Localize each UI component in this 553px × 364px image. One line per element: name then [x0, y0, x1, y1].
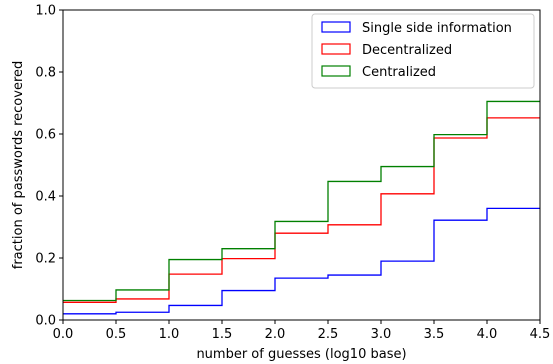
legend-label-1: Decentralized — [362, 43, 452, 58]
legend-label-0: Single side information — [362, 21, 512, 36]
x-tick-label: 4.0 — [477, 327, 498, 342]
series-line-2 — [63, 100, 540, 302]
x-tick-label: 2.0 — [265, 327, 286, 342]
legend-swatch-0 — [321, 21, 351, 33]
x-tick-label: 1.0 — [159, 327, 180, 342]
legend-box — [311, 13, 535, 89]
y-tick-label: 0.4 — [35, 190, 56, 205]
x-tick-label: 3.0 — [371, 327, 392, 342]
legend-label-2: Centralized — [362, 65, 436, 80]
x-tick-label: 3.5 — [424, 327, 445, 342]
y-tick-label: 0.2 — [35, 252, 56, 267]
legend-swatch-1 — [321, 43, 351, 55]
y-axis-label: fraction of passwords recovered — [11, 61, 26, 270]
x-axis-label: number of guesses (log10 base) — [196, 347, 406, 362]
y-axis-ticks: 0.0 0.2 0.4 0.6 0.8 1.0 — [35, 4, 63, 329]
legend-swatch-2 — [321, 65, 351, 77]
x-tick-label: 2.5 — [318, 327, 339, 342]
series-line-1 — [63, 117, 540, 303]
plot-frame — [62, 9, 541, 321]
x-tick-label: 1.5 — [212, 327, 233, 342]
y-tick-label: 0.0 — [35, 314, 56, 329]
x-tick-label: 4.5 — [530, 327, 551, 342]
x-tick-label: 0.5 — [106, 327, 127, 342]
series-line-0 — [63, 207, 540, 315]
y-tick-label: 1.0 — [35, 4, 56, 19]
y-tick-label: 0.8 — [35, 66, 56, 81]
series-layer — [63, 100, 540, 315]
x-axis-ticks: 0.0 0.5 1.0 1.5 2.0 2.5 3.0 3.5 4.0 4.5 — [53, 320, 551, 342]
y-tick-label: 0.6 — [35, 128, 56, 143]
legend: Single side information Decentralized Cent… — [311, 13, 535, 89]
x-tick-label: 0.0 — [53, 327, 74, 342]
